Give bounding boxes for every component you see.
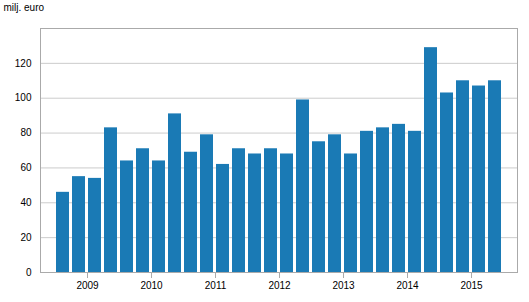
svg-text:100: 100: [15, 92, 32, 103]
svg-text:60: 60: [20, 162, 32, 173]
svg-text:80: 80: [20, 127, 32, 138]
svg-text:0: 0: [26, 267, 32, 278]
svg-text:2010: 2010: [140, 280, 163, 291]
svg-text:120: 120: [15, 58, 32, 69]
svg-text:20: 20: [20, 232, 32, 243]
svg-text:2011: 2011: [205, 280, 227, 291]
svg-text:2013: 2013: [332, 280, 355, 291]
svg-text:2014: 2014: [396, 280, 419, 291]
svg-text:40: 40: [20, 197, 32, 208]
svg-text:2009: 2009: [76, 280, 99, 291]
svg-text:2015: 2015: [460, 280, 483, 291]
svg-text:2012: 2012: [268, 280, 291, 291]
svg-text:milj. euro: milj. euro: [4, 2, 45, 13]
